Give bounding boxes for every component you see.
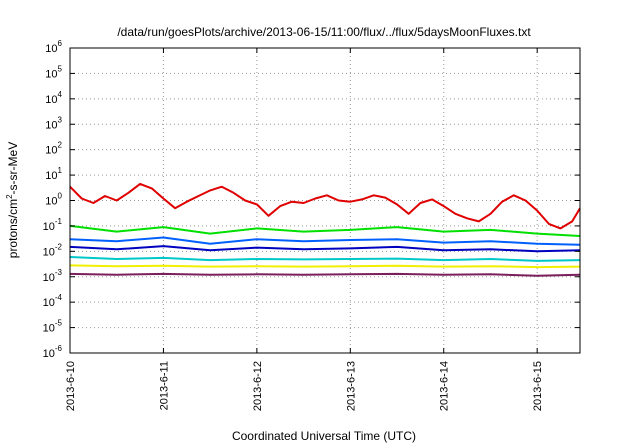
y-tick-base: 10 bbox=[45, 68, 57, 80]
y-tick-exponent: 6 bbox=[58, 39, 63, 48]
y-tick-base: 10 bbox=[43, 297, 55, 309]
y-tick-base: 10 bbox=[43, 323, 55, 335]
y-tick-exponent: -3 bbox=[55, 268, 63, 277]
y-tick-label: 104 bbox=[45, 90, 62, 106]
y-tick-base: 10 bbox=[43, 348, 55, 360]
series-line-7 bbox=[69, 272, 581, 277]
y-tick-base: 10 bbox=[45, 196, 57, 208]
y-tick-label: 100 bbox=[45, 192, 62, 208]
y-axis-label-sup: 2 bbox=[5, 194, 14, 199]
grid bbox=[70, 48, 580, 353]
x-tick-label: 2013-6-11 bbox=[158, 361, 170, 410]
y-tick-base: 10 bbox=[45, 170, 57, 182]
y-tick-label: 10-1 bbox=[43, 217, 63, 233]
y-tick-exponent: 0 bbox=[58, 192, 63, 201]
y-tick-base: 10 bbox=[43, 246, 55, 258]
series-line-1 bbox=[69, 182, 581, 230]
y-tick-label: 102 bbox=[45, 141, 62, 157]
series-line-3 bbox=[69, 236, 581, 246]
x-tick-label: 2013-6-13 bbox=[345, 361, 357, 411]
y-tick-exponent: -2 bbox=[55, 242, 63, 251]
y-tick-exponent: 2 bbox=[58, 141, 63, 150]
y-tick-exponent: -4 bbox=[55, 293, 63, 302]
series-layer bbox=[69, 182, 581, 277]
y-tick-base: 10 bbox=[45, 43, 57, 55]
y-tick-label: 10-6 bbox=[43, 344, 63, 360]
series-line-6 bbox=[69, 264, 581, 269]
y-tick-label: 10-4 bbox=[43, 293, 63, 309]
y-ticks: 10-610-510-410-310-210-11001011021031041… bbox=[43, 39, 580, 360]
series-line-4 bbox=[69, 245, 581, 253]
y-tick-base: 10 bbox=[43, 272, 55, 284]
y-tick-exponent: -1 bbox=[55, 217, 63, 226]
y-axis-label-post: -s-sr-MeV bbox=[6, 142, 20, 195]
y-tick-exponent: 1 bbox=[58, 166, 63, 175]
y-tick-base: 10 bbox=[43, 221, 55, 233]
y-tick-label: 10-2 bbox=[43, 242, 63, 258]
y-tick-label: 106 bbox=[45, 39, 62, 55]
series-line-5 bbox=[69, 256, 581, 262]
x-tick-label: 2013-6-15 bbox=[532, 361, 544, 411]
y-tick-base: 10 bbox=[45, 94, 57, 106]
y-tick-label: 101 bbox=[45, 166, 62, 182]
x-tick-label: 2013-6-14 bbox=[439, 361, 451, 411]
x-ticks: 2013-6-10 2013-6-11 2013-6-12 2013-6-13 2013… bbox=[65, 48, 544, 411]
y-tick-label: 10-5 bbox=[43, 319, 63, 335]
y-tick-exponent: 5 bbox=[58, 64, 63, 73]
y-tick-exponent: 4 bbox=[58, 90, 63, 99]
y-tick-exponent: 3 bbox=[58, 115, 63, 124]
x-axis-label: Coordinated Universal Time (UTC) bbox=[232, 429, 416, 443]
y-tick-base: 10 bbox=[45, 145, 57, 157]
x-tick-label: 2013-6-12 bbox=[252, 361, 264, 411]
y-tick-base: 10 bbox=[45, 119, 57, 131]
y-tick-exponent: -5 bbox=[55, 319, 63, 328]
y-tick-label: 105 bbox=[45, 64, 62, 80]
chart-title: /data/run/goesPlots/archive/2013-06-15/1… bbox=[117, 25, 531, 39]
y-tick-label: 10-3 bbox=[43, 268, 63, 284]
series-line-2 bbox=[69, 224, 581, 237]
y-tick-label: 103 bbox=[45, 115, 62, 131]
y-tick-exponent: -6 bbox=[55, 344, 63, 353]
y-axis-label: protons/cm2-s-sr-MeV bbox=[5, 142, 20, 258]
y-axis-label-pre: protons/cm bbox=[6, 199, 20, 258]
x-tick-label: 2013-6-10 bbox=[65, 361, 77, 411]
